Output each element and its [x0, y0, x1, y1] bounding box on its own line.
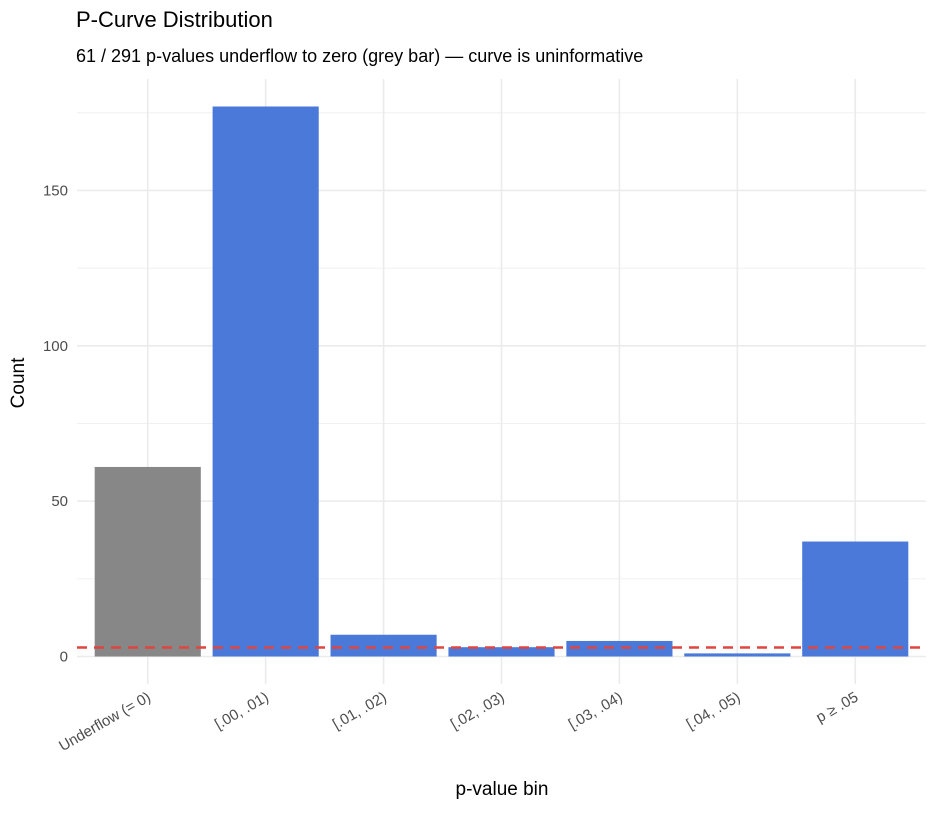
- bar: [448, 647, 555, 657]
- bar: [802, 541, 909, 657]
- y-tick-label: 100: [43, 338, 68, 355]
- y-tick-label: 50: [51, 493, 68, 510]
- x-tick-label: [.00, .01): [212, 689, 272, 733]
- bar: [566, 640, 673, 657]
- y-tick-label: 0: [60, 649, 68, 666]
- chart-title: P-Curve Distribution: [76, 7, 273, 32]
- bar: [684, 653, 791, 657]
- y-axis-title: Count: [8, 357, 29, 408]
- x-tick-label: [.03, .04): [566, 689, 626, 733]
- bar: [94, 466, 201, 657]
- x-tick-label: Underflow (= 0): [56, 689, 154, 755]
- bar: [330, 634, 437, 657]
- x-tick-label: [.04, .05): [684, 689, 744, 733]
- chart-subtitle: 61 / 291 p-values underflow to zero (gre…: [76, 46, 643, 66]
- bar: [212, 106, 319, 657]
- x-tick-label: [.01, .02): [330, 689, 390, 733]
- x-tick-label: p ≥ .05: [813, 689, 861, 727]
- x-axis-title: p-value bin: [456, 779, 549, 800]
- y-tick-label: 150: [43, 182, 68, 199]
- x-tick-label: [.02, .03): [448, 689, 508, 733]
